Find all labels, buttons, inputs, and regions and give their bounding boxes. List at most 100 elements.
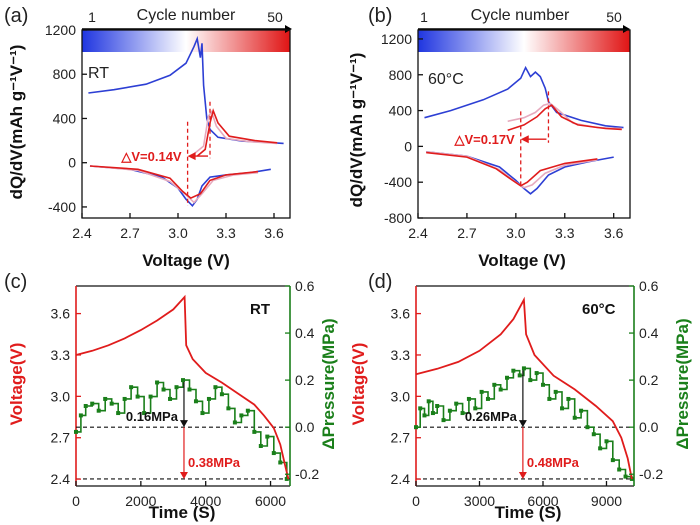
panel-d-pressure-point [492, 382, 497, 387]
panel-d-pressure-point [435, 404, 440, 408]
panel-d-pressure-point [585, 425, 590, 430]
panel-d-pressure-point [566, 396, 571, 401]
panel-a-ytick-label: 1200 [45, 22, 76, 38]
panel-d-ytick-label: 2.4 [391, 471, 411, 487]
panel-c-pressure-point [219, 392, 224, 397]
panel-d-ylabel-left: Voltage(V) [349, 343, 368, 426]
panel-d-y2tick-label: 0.2 [639, 372, 659, 388]
panel-a-condition: RT [88, 65, 109, 82]
panel-b-xtick-label: 3.3 [555, 225, 575, 241]
panel-c-pressure-point [245, 408, 250, 413]
panel-c-pressure-point [90, 401, 95, 406]
panel-b-label: (b) [368, 5, 392, 27]
panel-d-xtick-label: 0 [412, 493, 420, 509]
panel-d-pressure-point [623, 474, 628, 479]
panel-b-xtick-label: 2.7 [457, 225, 477, 241]
panel-d-pressure-point [610, 458, 615, 463]
panel-d-xtick-label: 9000 [591, 493, 622, 509]
panel-d-plot: 0.26MPa 0.48MPa 2.4 2.7 3.0 3.3 3.6 -0.2 0.0 0.2 0… [391, 278, 664, 509]
panel-d-pressure-point [479, 389, 484, 394]
panel-d-pressure-point [547, 396, 552, 401]
panel-d-y2tick-label: 0.4 [639, 325, 659, 341]
panel-c-xlabel: Time (S) [149, 503, 216, 522]
panel-d-pressure-point [604, 439, 609, 444]
panel-c-ytick-label: 3.3 [51, 347, 71, 363]
panel-d-y2tick-label: -0.2 [639, 466, 663, 482]
panel-c-drop-arrowhead [179, 471, 188, 479]
panel-d-pressure-point [528, 378, 533, 383]
panel-d-pressure-point [553, 389, 558, 394]
panel-d-ylabel-right: ΔPressure(MPa) [673, 318, 692, 449]
panel-d-pressure-point [560, 406, 565, 411]
panel-c-y2tick-label: 0.2 [295, 372, 315, 388]
panel-a-xtick-label: 3.0 [168, 225, 188, 241]
panel-a-plot: △V=0.14V -400 0 400 800 1200 2.4 2.7 3.0 3.3 3.6 [45, 22, 291, 241]
panel-c-y2tick-label: 0.0 [295, 419, 315, 435]
panel-b-colorbar-max: 50 [606, 9, 622, 25]
panel-d-pressure-point [422, 413, 427, 418]
panel-c-pressure-point [83, 404, 88, 408]
panel-c-pressure-point [181, 378, 185, 383]
panel-b-xlabel: Voltage (V) [478, 251, 566, 270]
panel-c-pressure-arrowhead [179, 420, 188, 428]
panel-a-series-cycle-25-discharge [89, 165, 259, 204]
panel-d-pressure-point [517, 373, 522, 378]
panel-c-pressure-point [278, 460, 283, 465]
panel-c-y2tick-label: 0.6 [295, 278, 315, 294]
panel-c-pressure-point [271, 451, 276, 456]
panel-a-colorbar-min: 1 [88, 9, 96, 25]
panel-a-colorbar-title: Cycle number [137, 7, 236, 24]
panel-b-xtick-label: 3.0 [506, 225, 526, 241]
panel-c-pressure-point [239, 413, 244, 418]
panel-a-series-cycle-50-discharge [89, 165, 259, 200]
panel-c-y2tick-label: 0.4 [295, 325, 315, 341]
panel-d-pressure-point [572, 415, 577, 420]
panel-c-pressure-point [265, 434, 270, 439]
panel-a-colorbar-max: 50 [267, 9, 283, 25]
panel-d-y2tick-label: 0.0 [639, 419, 659, 435]
panel-c-pressure-point [206, 396, 211, 401]
panel-c-pressure-point [258, 444, 263, 448]
panel-c-pressure-point [129, 385, 134, 390]
panel-b-xtick-label: 3.6 [604, 225, 624, 241]
panel-c-voltage-line [75, 294, 290, 480]
panel-d: (d) 60°C Voltage(V) ΔPressure(MPa) Time … [349, 271, 692, 522]
panel-b-xtick-label: 2.4 [408, 225, 428, 241]
panel-a-series-cycle-1-discharge [89, 165, 271, 208]
panel-a-colorbar [82, 30, 290, 52]
panel-b-colorbar-title: Cycle number [471, 7, 570, 24]
panel-c-pressure-point [213, 385, 218, 390]
panel-c-pressure-point [155, 380, 160, 385]
panel-b-series-cycle-50-charge [507, 104, 622, 132]
panel-c-ytick-label: 3.6 [51, 306, 71, 322]
panel-d-pressure-point [460, 411, 465, 416]
panel-d-pressure-point [441, 418, 446, 423]
panel-c-pressure-point [96, 408, 101, 413]
panel-d-ytick-label: 2.7 [391, 430, 411, 446]
panel-b-ytick-label: 800 [389, 67, 413, 83]
panel-a-delta-v-label: △V=0.14V [120, 149, 182, 164]
panel-c-xtick-label: 4000 [190, 493, 221, 509]
panel-c-pressure-point [122, 396, 127, 401]
panel-a-xtick-label: 2.4 [72, 225, 92, 241]
panel-b-ytick-label: 1200 [381, 31, 412, 47]
panel-d-xtick-label: 3000 [464, 493, 495, 509]
panel-c-pressure-point [116, 411, 121, 416]
panel-a-ytick-label: 400 [53, 110, 77, 126]
panel-b-series-cycle-1-discharge [426, 151, 614, 195]
panel-b-series-cycle-50-discharge [426, 151, 598, 187]
panel-b-colorbar-min: 1 [420, 9, 428, 25]
panel-c-plot: 0.16MPa 0.38MPa 2.4 2.7 3.0 3.3 3.6 -0.2 0.0 0.2 0… [51, 278, 320, 509]
panel-c-y2tick-label: -0.2 [295, 466, 319, 482]
panel-c-pressure-point [200, 411, 205, 416]
panel-c-pressure-point [174, 385, 179, 390]
panel-c-pressure-point [193, 399, 198, 404]
panel-d-pressure-point [505, 375, 510, 380]
panel-b-ylabel: dQ/dV(mAh g⁻¹V⁻¹) [347, 53, 366, 208]
panel-d-pressure-point [521, 366, 526, 371]
panel-c-pressure-point [103, 396, 108, 401]
panel-d-pressure-point [498, 387, 503, 392]
panel-d-pressure-arrowhead [518, 420, 527, 428]
panel-c-condition: RT [250, 301, 270, 318]
panel-a-label: (a) [4, 5, 28, 27]
